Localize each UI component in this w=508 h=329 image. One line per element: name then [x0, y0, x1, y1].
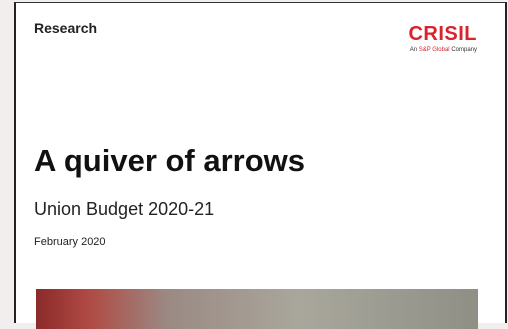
- page-root: {"header": {"label": "Research"}, "logo"…: [0, 0, 508, 315]
- tagline-part: S&P Global: [419, 47, 450, 53]
- date: February 2020: [34, 236, 106, 248]
- subtitle: Union Budget 2020-21: [34, 199, 214, 220]
- title: A quiver of arrows: [34, 143, 305, 179]
- tagline-part: Company: [451, 47, 477, 53]
- section-label: Research: [34, 20, 97, 36]
- document-page: Research CRISIL An S&P Global Company A …: [14, 2, 507, 323]
- logo: CRISIL: [408, 23, 477, 46]
- tagline-part: An: [410, 47, 417, 53]
- cover-photo: [36, 289, 478, 329]
- logo-tagline: An S&P Global Company: [410, 47, 477, 53]
